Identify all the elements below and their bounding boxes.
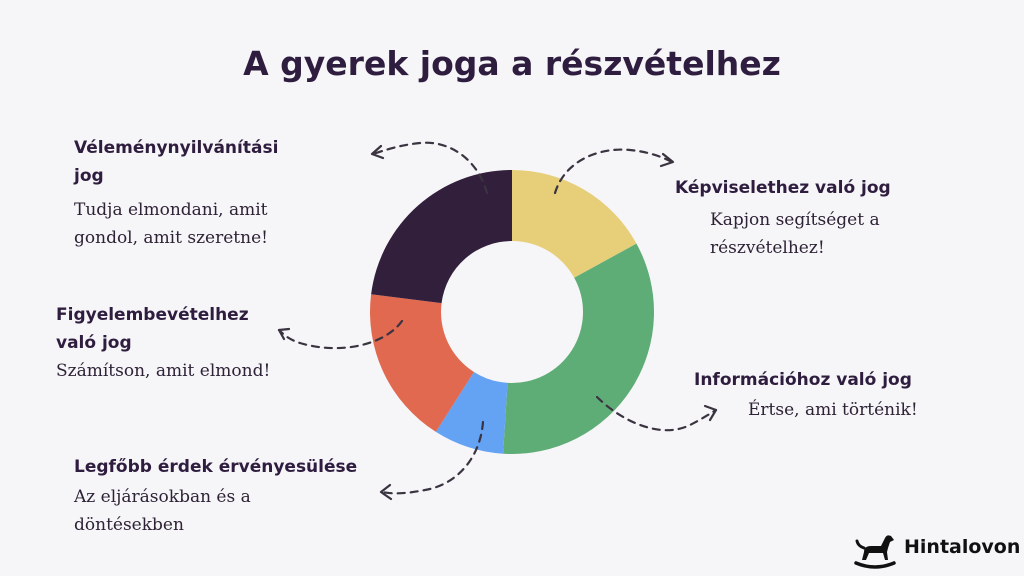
arrowhead-figyelembevetelhez — [277, 327, 291, 341]
legfobb-description: Az eljárásokban és a döntésekben — [74, 487, 251, 535]
arrowhead-velemeny — [370, 144, 385, 160]
arrowheads — [277, 144, 718, 501]
kepviselethez-heading: Képviselethez való jog — [675, 178, 891, 198]
label-kepviselethez: Képviselethez való jog Kapjon segítséget… — [675, 174, 891, 262]
brand-name: Hintalovon — [904, 536, 1021, 558]
arrow-informaciohoz — [595, 395, 718, 432]
page-title: A gyerek joga a részvételhez — [243, 44, 781, 83]
arrowhead-kepviselethez — [659, 152, 675, 168]
donut-segment-figyelembevetelhez — [370, 294, 474, 432]
label-figyelembevetelhez: Figyelembevételhez való jog Számítson, a… — [56, 301, 270, 385]
velemeny-description: Tudja elmondani, amit gondol, amit szere… — [74, 200, 268, 248]
arrowhead-informaciohoz — [703, 404, 718, 422]
rocking-horse-icon — [854, 535, 896, 569]
figyelembevetelhez-heading: Figyelembevételhez való jog — [56, 305, 249, 353]
label-informaciohoz: Információhoz való jog Értse, ami történ… — [694, 366, 918, 424]
figyelembevetelhez-description: Számítson, amit elmond! — [56, 361, 271, 381]
arrow-velemeny — [371, 141, 489, 195]
informaciohoz-description: Értse, ami történik! — [748, 400, 918, 420]
donut-segment-kepviselethez — [512, 170, 637, 278]
label-legfobb: Legfőbb érdek érvényesülése Az eljárások… — [74, 453, 357, 539]
informaciohoz-heading: Információhoz való jog — [694, 370, 912, 390]
arrow-kepviselethez — [553, 148, 674, 195]
arrowhead-legfobb — [379, 483, 393, 501]
donut-segment-informaciohoz — [503, 243, 654, 454]
donut-segment-velemeny — [371, 170, 512, 304]
arrow-figyelembevetelhez — [277, 319, 404, 350]
velemeny-heading: Véleménynyilvánítási jog — [74, 138, 279, 186]
donut-segment-legfobb — [435, 371, 508, 454]
kepviselethez-description: Kapjon segítséget a részvételhez! — [710, 210, 880, 258]
label-velemeny: Véleménynyilvánítási jog Tudja elmondani… — [74, 134, 278, 252]
donut-chart — [370, 170, 654, 454]
legfobb-heading: Legfőbb érdek érvényesülése — [74, 457, 358, 477]
arrow-legfobb — [380, 420, 485, 495]
arrows — [277, 141, 718, 495]
brand-logo: Hintalovon — [852, 530, 1022, 570]
